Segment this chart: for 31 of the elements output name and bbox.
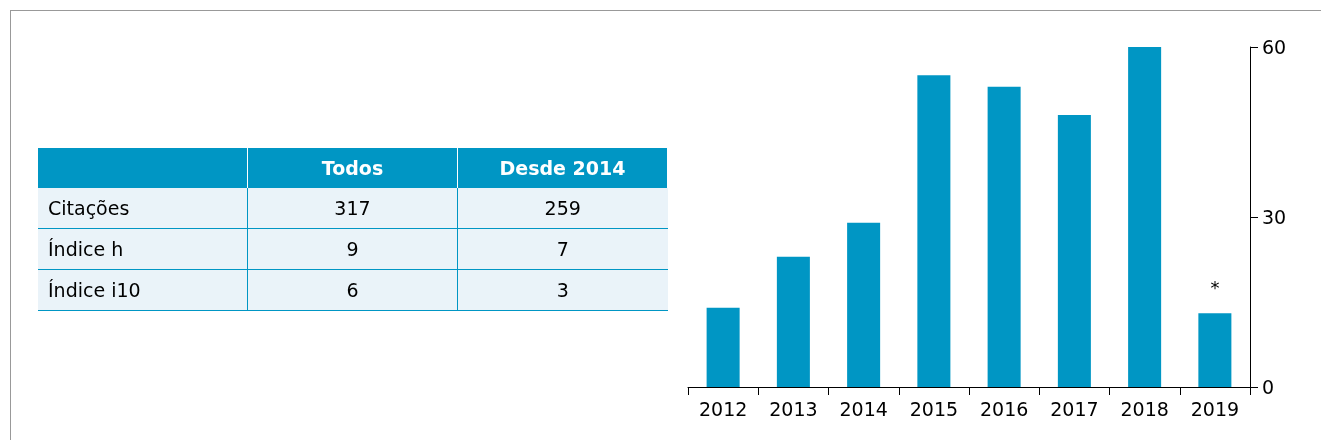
x-tick-label: 2014	[839, 397, 888, 420]
text: 3	[556, 279, 569, 301]
text: 7	[556, 238, 569, 260]
category-label: Todos	[247, 148, 458, 188]
x-tick-label: 2013	[769, 397, 818, 420]
text: 259	[544, 197, 581, 219]
x-tick-label: 2018	[1120, 397, 1169, 420]
bar	[987, 86, 1021, 387]
annotation: *	[1210, 276, 1220, 298]
y-tick-label: 60	[1262, 36, 1287, 58]
category-label: Índice i10	[48, 279, 141, 301]
bar	[1128, 47, 1162, 387]
bar	[1057, 115, 1091, 387]
bar	[847, 222, 881, 387]
text: 9	[346, 238, 359, 260]
x-tick-label: 2017	[1050, 397, 1099, 420]
y-tick-label: 0	[1262, 376, 1275, 398]
y-tick-label: 30	[1262, 206, 1287, 228]
bar	[917, 75, 951, 387]
text: 317	[334, 197, 371, 219]
bar	[1198, 313, 1232, 387]
category-label: Índice h	[48, 238, 124, 260]
bar	[706, 307, 740, 387]
bar	[776, 256, 810, 387]
x-tick-label: 2016	[979, 397, 1029, 420]
category-label: Desde 2014	[457, 148, 668, 188]
category-label: Citações	[48, 197, 130, 219]
x-tick-label: 2015	[909, 397, 959, 420]
text: 6	[346, 279, 359, 301]
x-tick-label: 2012	[698, 397, 748, 420]
x-tick-label: 2019	[1190, 397, 1240, 420]
